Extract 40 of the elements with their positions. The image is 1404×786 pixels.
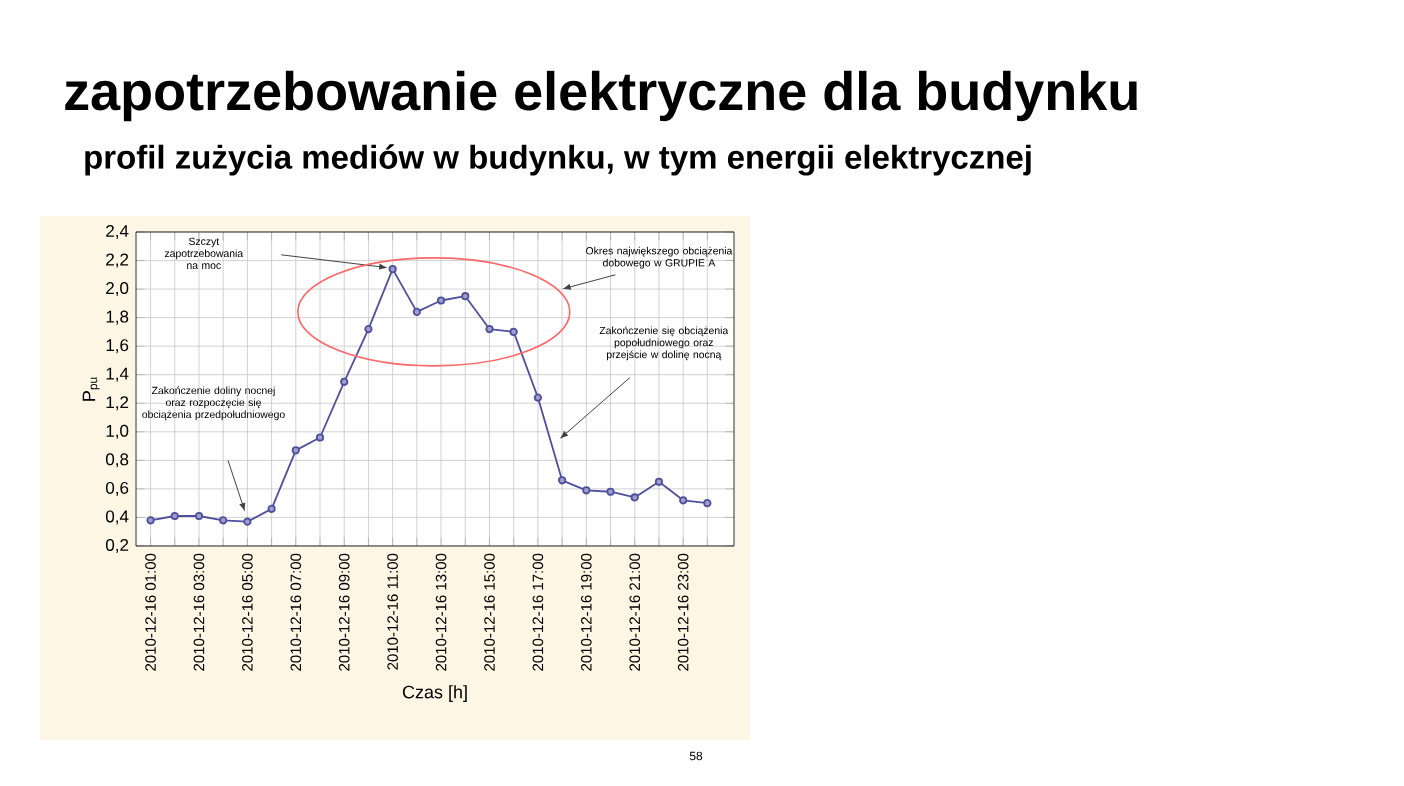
point bbox=[654, 477, 664, 486]
y-tick-label: 0,4 bbox=[105, 510, 129, 525]
y-tick-label: 2,4 bbox=[106, 224, 129, 239]
point bbox=[558, 476, 567, 485]
point bbox=[267, 504, 276, 513]
point bbox=[340, 377, 349, 386]
point bbox=[679, 496, 688, 505]
point bbox=[533, 393, 542, 402]
y-tick-label: 1,6 bbox=[106, 339, 129, 354]
y-tick-label: 1,2 bbox=[106, 396, 129, 411]
point bbox=[219, 516, 228, 525]
point bbox=[194, 511, 204, 521]
y-tick-label: 0,2 bbox=[105, 538, 129, 553]
point bbox=[364, 324, 373, 334]
point bbox=[170, 511, 179, 521]
y-tick-label: 1,0 bbox=[106, 424, 129, 439]
point bbox=[630, 493, 639, 502]
point bbox=[243, 517, 252, 526]
y-tick-label: 2,0 bbox=[106, 282, 129, 297]
point bbox=[485, 324, 494, 334]
point bbox=[509, 327, 518, 336]
x-axis-title: Czas [h] bbox=[402, 685, 467, 702]
point bbox=[291, 446, 300, 455]
point bbox=[606, 487, 615, 496]
point bbox=[146, 516, 155, 525]
y-tick-label: 0,8 bbox=[105, 453, 129, 468]
point bbox=[412, 307, 421, 317]
point bbox=[388, 265, 397, 274]
chart-title: zapotrzebowanie elektryczne dla budynku bbox=[65, 70, 1137, 122]
point bbox=[703, 499, 712, 508]
chart-subtitle: profil zużycia mediów w budynku, w tym energii elektrycznej bbox=[85, 144, 1031, 176]
y-tick-label: 0,6 bbox=[105, 481, 129, 496]
y-tick-label: 1,8 bbox=[106, 310, 129, 325]
y-tick-label: 2,2 bbox=[106, 253, 129, 268]
y-axis-title: P$_{pu}$ bbox=[82, 377, 100, 401]
point bbox=[315, 433, 325, 442]
y-tick-label: 1,4 bbox=[106, 367, 129, 382]
point bbox=[582, 486, 591, 495]
point bbox=[461, 292, 470, 301]
point bbox=[436, 296, 446, 305]
